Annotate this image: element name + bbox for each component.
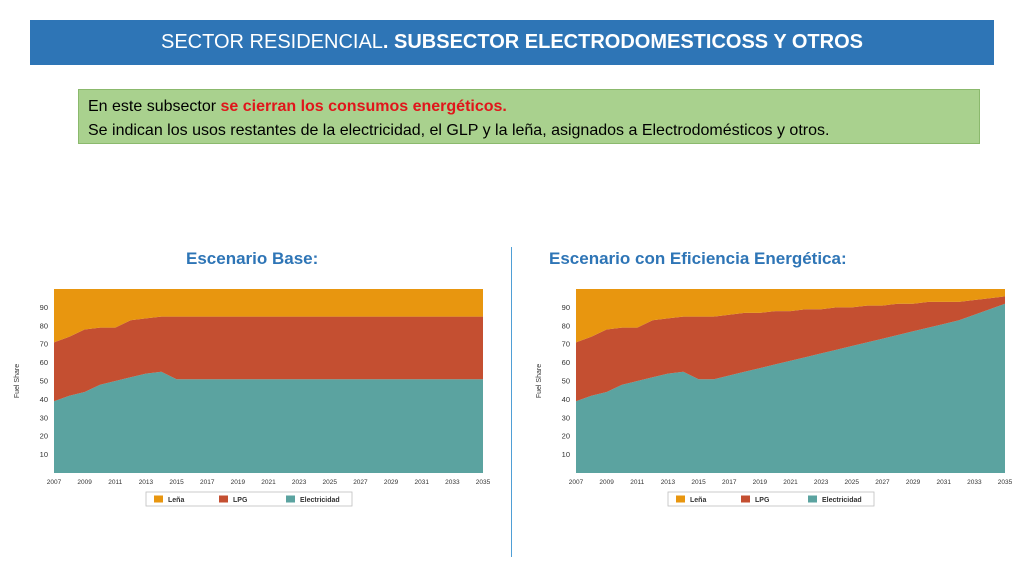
x-tick-label: 2025 bbox=[845, 479, 860, 486]
note-highlight: se cierran los consumos energéticos. bbox=[220, 98, 507, 115]
legend-swatch-lpg bbox=[741, 495, 750, 503]
y-axis-label: Fuel Share bbox=[536, 364, 543, 398]
slide-title-bold: . SUBSECTOR ELECTRODOMESTICOSS Y OTROS bbox=[382, 31, 863, 53]
legend-label-electricidad: Electricidad bbox=[822, 497, 862, 504]
x-tick-label: 2027 bbox=[353, 479, 368, 486]
y-axis-label: Fuel Share bbox=[14, 364, 21, 398]
area-electricidad bbox=[54, 371, 483, 473]
y-tick-label: 80 bbox=[562, 321, 570, 330]
x-tick-label: 2031 bbox=[414, 479, 429, 486]
x-tick-label: 2017 bbox=[200, 479, 215, 486]
x-tick-label: 2021 bbox=[261, 479, 276, 486]
x-tick-label: 2017 bbox=[722, 479, 737, 486]
x-tick-label: 2029 bbox=[384, 479, 399, 486]
note-line-1: En este subsector se cierran los consumo… bbox=[88, 95, 970, 119]
x-tick-label: 2011 bbox=[630, 479, 644, 486]
legend-label-lpg: LPG bbox=[755, 497, 770, 504]
area-electricidad bbox=[576, 303, 1005, 473]
y-tick-label: 30 bbox=[40, 413, 48, 422]
y-tick-label: 90 bbox=[562, 303, 570, 312]
panel-title-efficiency: Escenario con Eficiencia Energética: bbox=[549, 249, 847, 268]
legend-label-lpg: LPG bbox=[233, 497, 248, 504]
legend-swatch-electricidad bbox=[808, 495, 817, 503]
y-tick-label: 70 bbox=[562, 340, 570, 349]
x-tick-label: 2033 bbox=[967, 479, 982, 486]
legend-swatch-lena bbox=[676, 495, 685, 503]
panel-divider bbox=[511, 247, 512, 557]
legend-swatch-electricidad bbox=[286, 495, 295, 503]
slide-title-regular: SECTOR RESIDENCIAL bbox=[161, 31, 383, 53]
y-tick-label: 40 bbox=[562, 395, 570, 404]
y-tick-label: 90 bbox=[40, 303, 48, 312]
y-tick-label: 20 bbox=[562, 432, 570, 441]
note-line-2: Se indican los usos restantes de la elec… bbox=[88, 122, 830, 139]
legend-label-lena: Leña bbox=[690, 497, 706, 504]
y-tick-label: 20 bbox=[40, 432, 48, 441]
y-tick-label: 70 bbox=[40, 340, 48, 349]
x-tick-label: 2019 bbox=[231, 479, 246, 486]
note-box: En este subsector se cierran los consumo… bbox=[78, 89, 980, 144]
y-tick-label: 10 bbox=[40, 450, 48, 459]
x-tick-label: 2035 bbox=[998, 479, 1013, 486]
legend-label-lena: Leña bbox=[168, 497, 184, 504]
area-lpg bbox=[54, 316, 483, 402]
area-lena bbox=[576, 289, 1005, 343]
x-tick-label: 2023 bbox=[814, 479, 829, 486]
x-tick-label: 2029 bbox=[906, 479, 921, 486]
area-lpg bbox=[576, 296, 1005, 402]
x-tick-label: 2007 bbox=[47, 479, 62, 486]
legend-swatch-lena bbox=[154, 495, 163, 503]
x-tick-label: 2035 bbox=[476, 479, 491, 486]
y-tick-label: 80 bbox=[40, 321, 48, 330]
x-tick-label: 2015 bbox=[169, 479, 184, 486]
note-line-1-prefix: En este subsector bbox=[88, 98, 221, 115]
x-tick-label: 2013 bbox=[139, 479, 154, 486]
legend-box bbox=[145, 491, 353, 507]
y-tick-label: 40 bbox=[40, 395, 48, 404]
y-tick-label: 60 bbox=[562, 358, 570, 367]
x-tick-label: 2033 bbox=[445, 479, 460, 486]
x-tick-label: 2011 bbox=[108, 479, 122, 486]
chart-efficiency: 10 20 30 40 50 60 70 80 90 2007 2009 2011 2013 2015 20… bbox=[536, 289, 1013, 507]
x-tick-label: 2007 bbox=[569, 479, 584, 486]
panel-title-base: Escenario Base: bbox=[186, 249, 319, 268]
y-tick-label: 10 bbox=[562, 450, 570, 459]
legend-box bbox=[667, 491, 875, 507]
x-tick-label: 2023 bbox=[292, 479, 307, 486]
legend-swatch-lpg bbox=[219, 495, 228, 503]
x-tick-label: 2013 bbox=[661, 479, 676, 486]
slide-title: SECTOR RESIDENCIAL. SUBSECTOR ELECTRODOM… bbox=[30, 20, 994, 65]
x-tick-label: 2009 bbox=[77, 479, 92, 486]
x-tick-label: 2027 bbox=[875, 479, 890, 486]
x-tick-label: 2019 bbox=[753, 479, 768, 486]
x-tick-label: 2015 bbox=[691, 479, 706, 486]
chart-base: 10 20 30 40 50 60 70 80 90 2007 2009 2011 2013 2015 20… bbox=[14, 289, 491, 507]
y-tick-label: 50 bbox=[40, 377, 48, 386]
y-tick-label: 50 bbox=[562, 377, 570, 386]
x-tick-label: 2031 bbox=[936, 479, 951, 486]
area-lena bbox=[54, 289, 483, 343]
y-tick-label: 60 bbox=[40, 358, 48, 367]
y-tick-label: 30 bbox=[562, 413, 570, 422]
x-tick-label: 2025 bbox=[323, 479, 338, 486]
x-tick-label: 2021 bbox=[783, 479, 798, 486]
legend-label-electricidad: Electricidad bbox=[300, 497, 340, 504]
x-tick-label: 2009 bbox=[599, 479, 614, 486]
